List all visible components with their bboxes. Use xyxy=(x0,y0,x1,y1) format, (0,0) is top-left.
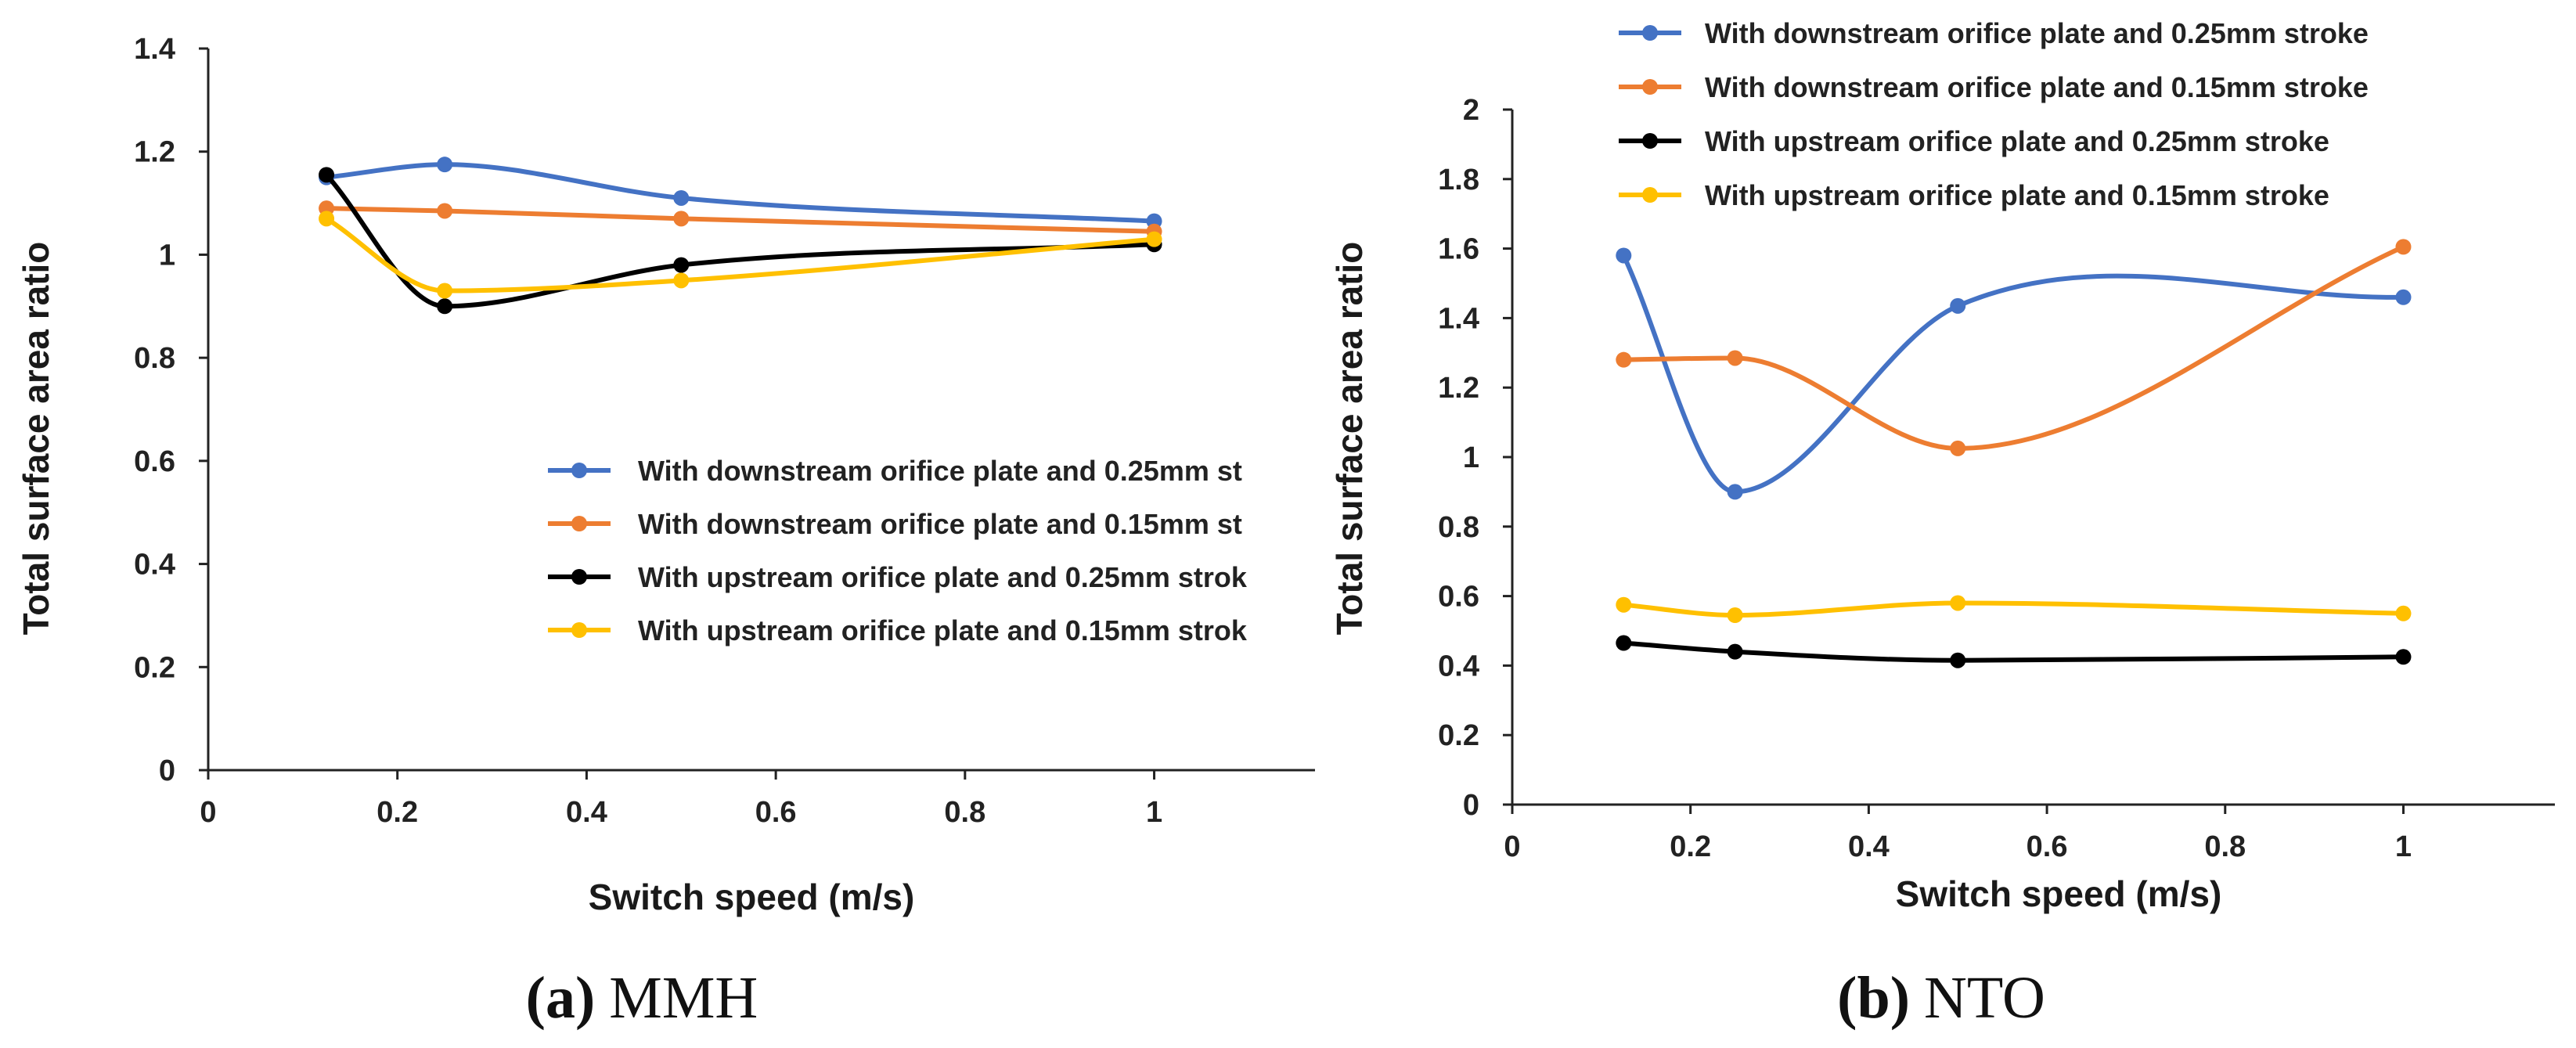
x-tick-label-mmh: 0.8 xyxy=(944,796,985,829)
legend-mmh: With downstream orifice plate and 0.25mm… xyxy=(548,455,1248,646)
legend-label-nto-2: With upstream orifice plate and 0.25mm s… xyxy=(1705,125,2329,157)
x-axis-title-nto: Switch speed (m/s) xyxy=(1896,873,2222,914)
series-line-nto-1 xyxy=(1621,244,2406,451)
panel-caption-label-nto: (b) xyxy=(1837,965,1910,1031)
data-point-nto-1 xyxy=(1727,350,1743,366)
legend-nto: With downstream orifice plate and 0.25mm… xyxy=(1619,17,2369,211)
y-tick-label-nto: 1.8 xyxy=(1438,164,1479,196)
y-tick-label-nto: 1.4 xyxy=(1438,302,1479,335)
data-point-mmh-3 xyxy=(1146,231,1162,247)
x-tick-label-mmh: 0.6 xyxy=(755,796,797,829)
data-point-nto-3 xyxy=(2395,605,2412,621)
legend-marker-mmh-3 xyxy=(571,622,587,638)
y-tick-label-mmh: 0.2 xyxy=(134,651,175,684)
y-tick-label-mmh: 0.8 xyxy=(134,342,175,375)
y-tick-label-nto: 1.6 xyxy=(1438,233,1479,266)
legend-marker-nto-3 xyxy=(1642,187,1658,203)
panel-caption-nto: (b) NTO xyxy=(1837,965,2045,1031)
x-tick-label-mmh: 1 xyxy=(1146,796,1162,829)
x-tick-label-nto: 0 xyxy=(1504,830,1520,863)
legend-marker-mmh-0 xyxy=(571,463,587,478)
legend-label-nto-3: With upstream orifice plate and 0.15mm s… xyxy=(1705,179,2329,211)
y-tick-label-mmh: 1.2 xyxy=(134,136,175,169)
y-tick-label-mmh: 0 xyxy=(159,754,175,787)
data-point-nto-3 xyxy=(1616,596,1632,613)
x-tick-label-nto: 1 xyxy=(2395,830,2412,863)
series-line-mmh-0 xyxy=(324,162,1157,224)
y-tick-label-mmh: 0.4 xyxy=(134,549,175,582)
data-point-nto-1 xyxy=(1950,440,1966,456)
legend-label-mmh-0: With downstream orifice plate and 0.25mm… xyxy=(638,455,1242,487)
data-point-mmh-3 xyxy=(437,283,453,299)
series-line-mmh-1 xyxy=(324,206,1157,234)
legend-marker-mmh-1 xyxy=(571,516,587,531)
x-tick-label-nto: 0.8 xyxy=(2204,830,2246,863)
data-point-mmh-3 xyxy=(319,211,335,227)
data-point-nto-0 xyxy=(2395,289,2412,305)
data-point-mmh-1 xyxy=(673,211,690,227)
data-point-mmh-0 xyxy=(437,157,453,173)
data-point-mmh-2 xyxy=(437,298,453,315)
legend-marker-nto-0 xyxy=(1642,25,1658,41)
y-tick-label-mmh: 1 xyxy=(159,239,175,272)
data-point-mmh-2 xyxy=(319,167,335,183)
data-point-nto-3 xyxy=(1727,607,1743,624)
y-tick-label-nto: 1.2 xyxy=(1438,372,1479,405)
panel-caption-label-mmh: (a) xyxy=(526,965,596,1031)
y-tick-label-nto: 0.4 xyxy=(1438,650,1479,682)
x-tick-label-nto: 0.6 xyxy=(2027,830,2068,863)
data-point-nto-2 xyxy=(1727,643,1743,660)
panel-caption-text-nto: NTO xyxy=(1924,965,2045,1031)
data-point-nto-2 xyxy=(1950,652,1966,668)
y-axis-title-mmh: Total surface area ratio xyxy=(16,242,56,636)
x-tick-label-nto: 0.2 xyxy=(1670,830,1711,863)
legend-label-nto-1: With downstream orifice plate and 0.15mm… xyxy=(1705,71,2369,103)
legend-label-mmh-2: With upstream orifice plate and 0.25mm s… xyxy=(638,561,1248,593)
panel-caption-text-mmh: MMH xyxy=(609,965,758,1031)
x-axis-title-mmh: Switch speed (m/s) xyxy=(589,877,915,917)
y-tick-label-nto: 0.2 xyxy=(1438,719,1479,752)
data-point-nto-2 xyxy=(2395,649,2412,665)
data-point-mmh-1 xyxy=(437,203,453,219)
series-line-nto-2 xyxy=(1621,640,2406,663)
chart-panel-nto: 0 0.2 0.4 0.6 0.8 1 1.2 1.4 1.6 1.8 2 0 0.2 0.4 0.6 0.8… xyxy=(1329,17,2555,1031)
series-line-nto-0 xyxy=(1621,253,2406,495)
y-tick-label-nto: 0.6 xyxy=(1438,581,1479,614)
data-point-mmh-2 xyxy=(673,257,690,273)
legend-label-nto-0: With downstream orifice plate and 0.25mm… xyxy=(1705,17,2369,49)
data-point-nto-0 xyxy=(1727,484,1743,500)
series-line-mmh-3 xyxy=(324,216,1157,294)
panel-caption-mmh: (a) MMH xyxy=(526,965,758,1031)
y-axis-title-nto: Total surface area ratio xyxy=(1329,242,1370,636)
y-tick-label-nto: 2 xyxy=(1463,94,1479,127)
legend-marker-nto-1 xyxy=(1642,79,1658,95)
y-tick-label-mmh: 0.6 xyxy=(134,445,175,478)
data-point-nto-2 xyxy=(1616,635,1632,651)
legend-marker-nto-2 xyxy=(1642,133,1658,149)
data-point-nto-1 xyxy=(2395,239,2412,255)
chart-panel-mmh: 0 0.2 0.4 0.6 0.8 1 1.2 1.4 0 0.2 0.4 0.6 0.8 1 Total … xyxy=(16,33,1315,1031)
legend-label-mmh-3: With upstream orifice plate and 0.15mm s… xyxy=(638,614,1248,646)
y-tick-label-nto: 0.8 xyxy=(1438,511,1479,544)
y-tick-label-nto: 0 xyxy=(1463,789,1479,822)
data-point-nto-0 xyxy=(1616,247,1632,264)
y-tick-label-mmh: 1.4 xyxy=(134,33,175,66)
x-tick-label-nto: 0.4 xyxy=(1848,830,1890,863)
series-line-nto-3 xyxy=(1621,600,2406,618)
legend-label-mmh-1: With downstream orifice plate and 0.15mm… xyxy=(638,508,1242,540)
y-tick-label-nto: 1 xyxy=(1463,441,1479,474)
x-tick-label-mmh: 0.4 xyxy=(566,796,607,829)
data-point-nto-3 xyxy=(1950,595,1966,611)
data-point-nto-0 xyxy=(1950,297,1966,314)
data-point-mmh-3 xyxy=(673,272,690,289)
data-point-nto-1 xyxy=(1616,351,1632,368)
data-point-mmh-0 xyxy=(673,189,690,206)
x-tick-label-mmh: 0 xyxy=(200,796,216,829)
x-tick-label-mmh: 0.2 xyxy=(376,796,418,829)
legend-marker-mmh-2 xyxy=(571,569,587,585)
